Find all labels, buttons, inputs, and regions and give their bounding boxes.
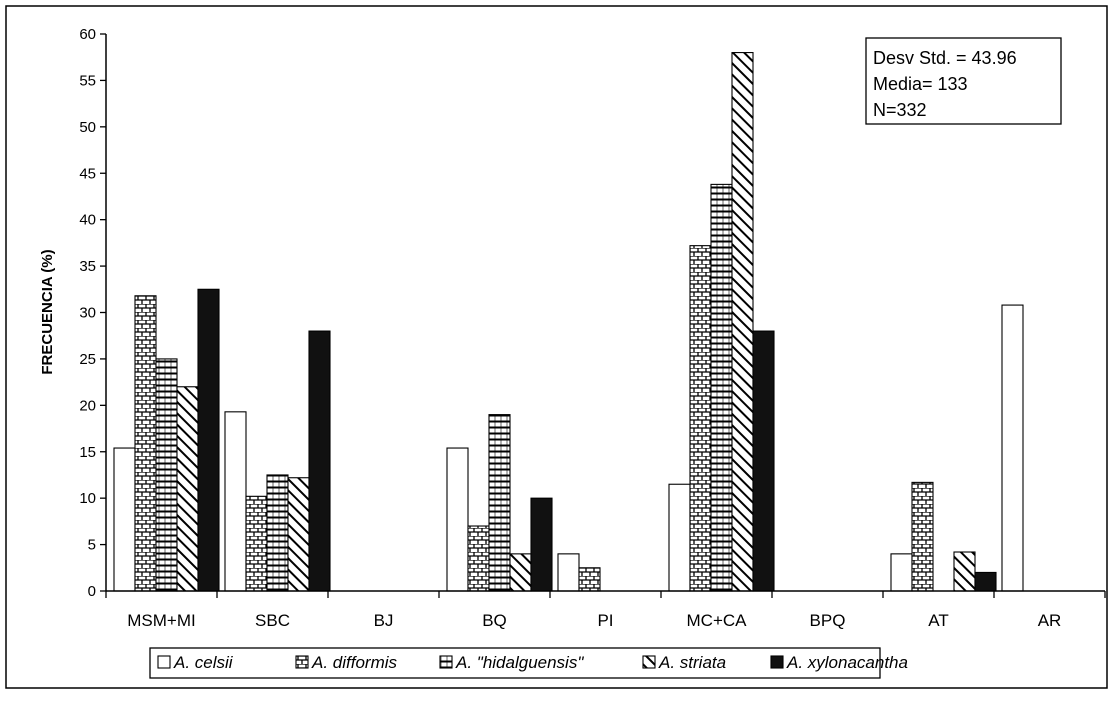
bar [488, 414, 511, 592]
y-tick-label: 20 [79, 397, 96, 414]
y-tick-label: 45 [79, 165, 96, 182]
x-axis: MSM+MI SBC BJ BQ PI MC+CA BPQ AT AR [105, 590, 1106, 630]
bar [890, 553, 913, 592]
legend-swatch [770, 655, 784, 669]
y-tick-label: 5 [88, 537, 96, 554]
bar [509, 553, 532, 592]
x-tick-label: BPQ [810, 611, 846, 630]
bar [245, 495, 268, 592]
bar [953, 551, 976, 592]
bar [530, 497, 553, 592]
legend-label: A. xylonacantha [786, 653, 908, 672]
y-tick-label: 0 [88, 583, 96, 600]
x-tick-label: SBC [255, 611, 290, 630]
bar [266, 474, 289, 592]
legend-label: A. difformis [311, 653, 398, 672]
bar [974, 571, 997, 592]
bar [731, 52, 754, 592]
legend-label: A. "hidalguensis" [455, 653, 584, 672]
y-tick-label: 10 [79, 490, 96, 507]
bar [911, 481, 934, 592]
x-tick-label: BQ [482, 611, 507, 630]
y-tick-label: 25 [79, 351, 96, 368]
bar [710, 183, 733, 592]
x-tick-label: PI [597, 611, 613, 630]
legend-swatch [642, 655, 656, 669]
bar [134, 295, 157, 592]
bar [308, 330, 331, 592]
y-axis: 0 5 10 15 20 25 30 35 40 45 50 55 60 [79, 26, 107, 600]
x-tick-label: AT [928, 611, 948, 630]
y-axis-title: FRECUENCIA (%) [39, 249, 56, 374]
legend-swatch [439, 655, 453, 669]
legend: A. celsii A. difformis A. "hidalguensis" A.… [149, 647, 908, 679]
y-tick-label: 60 [79, 26, 96, 43]
bar [446, 447, 469, 592]
bar [155, 358, 178, 592]
x-tick-label: MSM+MI [127, 611, 195, 630]
legend-label: A. celsii [173, 653, 234, 672]
bar [113, 447, 136, 592]
y-tick-label: 15 [79, 444, 96, 461]
bar [224, 411, 247, 592]
y-tick-label: 30 [79, 305, 96, 322]
x-tick-label: AR [1038, 611, 1062, 630]
bar [557, 553, 580, 592]
stats-n: N=332 [873, 100, 927, 120]
bar [752, 330, 775, 592]
bar [668, 483, 691, 592]
bar [578, 567, 601, 592]
bar [197, 288, 220, 592]
bar [287, 477, 310, 592]
bar [176, 386, 199, 592]
legend-label: A. striata [658, 653, 726, 672]
stats-box: Desv Std. = 43.96 Media= 133 N=332 [865, 37, 1062, 125]
stats-mean: Media= 133 [873, 74, 968, 94]
bar [467, 525, 490, 592]
y-tick-label: 40 [79, 212, 96, 229]
x-tick-label: BJ [374, 611, 394, 630]
y-tick-label: 55 [79, 72, 96, 89]
y-tick-label: 50 [79, 119, 96, 136]
legend-swatch [295, 655, 309, 669]
chart-border [5, 5, 1108, 689]
bar [689, 245, 712, 592]
stats-std: Desv Std. = 43.96 [873, 48, 1017, 68]
x-tick-label: MC+CA [687, 611, 748, 630]
bars [113, 52, 1024, 592]
legend-swatch [157, 655, 171, 669]
bar [1001, 304, 1024, 592]
y-tick-label: 35 [79, 258, 96, 275]
